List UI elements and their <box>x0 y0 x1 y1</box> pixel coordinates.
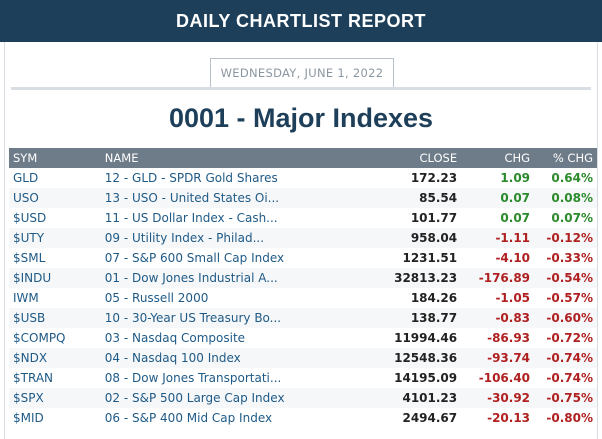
row-change: 0.07 <box>500 211 531 225</box>
row-close: 12548.36 <box>394 351 458 365</box>
row-symbol[interactable]: $SML <box>13 251 46 265</box>
table-body: GLD 12 - GLD - SPDR Gold Shares 172.23 1.09… <box>9 168 597 428</box>
col-header-sym[interactable]: SYM <box>9 148 101 168</box>
table-row[interactable]: $MID 06 - S&P 400 Mid Cap Index 2494.67 -20… <box>9 408 597 428</box>
row-symbol[interactable]: $UTY <box>13 231 45 245</box>
row-name[interactable]: 03 - Nasdaq Composite <box>104 331 246 345</box>
report-header: DAILY CHARTLIST REPORT <box>0 0 602 42</box>
row-symbol[interactable]: $MID <box>13 411 44 425</box>
row-symbol[interactable]: $USB <box>13 311 46 325</box>
row-name[interactable]: 11 - US Dollar Index - Cash... <box>104 211 278 225</box>
row-change: -4.10 <box>495 251 531 265</box>
row-pct-change: -0.33% <box>546 251 593 265</box>
row-name[interactable]: 04 - Nasdaq 100 Index <box>104 351 241 365</box>
row-change: -30.92 <box>487 391 531 405</box>
row-symbol[interactable]: $TRAN <box>13 371 54 385</box>
row-change: -86.93 <box>487 331 531 345</box>
table-row[interactable]: GLD 12 - GLD - SPDR Gold Shares 172.23 1.09… <box>9 168 597 188</box>
row-symbol[interactable]: GLD <box>13 171 39 185</box>
row-pct-change: -0.72% <box>546 331 593 345</box>
row-change: 1.09 <box>500 171 531 185</box>
row-close: 1231.51 <box>402 251 458 265</box>
header-title: DAILY CHARTLIST REPORT <box>175 10 427 31</box>
row-symbol[interactable]: $COMPQ <box>13 331 66 345</box>
row-change: -176.89 <box>478 271 531 285</box>
row-close: 184.26 <box>410 291 458 305</box>
row-pct-change: 0.07% <box>551 211 593 225</box>
row-change: 0.07 <box>500 191 531 205</box>
row-name[interactable]: 13 - USO - United States Oi... <box>104 191 280 205</box>
row-symbol[interactable]: $NDX <box>13 351 48 365</box>
row-pct-change: -0.74% <box>546 351 593 365</box>
row-symbol[interactable]: $INDU <box>13 271 52 285</box>
row-pct-change: -0.74% <box>546 371 593 385</box>
row-pct-change: -0.54% <box>546 271 593 285</box>
row-symbol[interactable]: $SPX <box>13 391 44 405</box>
row-name[interactable]: 09 - Utility Index - Philad... <box>104 231 265 245</box>
row-close: 138.77 <box>410 311 458 325</box>
col-header-close[interactable]: CLOSE <box>378 148 462 168</box>
row-name[interactable]: 10 - 30-Year US Treasury Bo... <box>104 311 282 325</box>
row-symbol[interactable]: IWM <box>13 291 39 305</box>
row-name[interactable]: 06 - S&P 400 Mid Cap Index <box>104 411 273 425</box>
row-close: 2494.67 <box>402 411 458 425</box>
date-divider <box>11 87 591 90</box>
row-close: 11994.46 <box>394 331 458 345</box>
table-row[interactable]: $UTY 09 - Utility Index - Philad... 958.04… <box>9 228 597 248</box>
index-table: SYM NAME CLOSE CHG % CHG GLD 12 - GLD - S… <box>9 148 597 428</box>
row-change: -1.05 <box>495 291 531 305</box>
table-row[interactable]: $SPX 02 - S&P 500 Large Cap Index 4101.23 -… <box>9 388 597 408</box>
row-name[interactable]: 01 - Dow Jones Industrial A... <box>104 271 278 285</box>
row-name[interactable]: 12 - GLD - SPDR Gold Shares <box>104 171 278 185</box>
col-header-name[interactable]: NAME <box>100 148 379 168</box>
report-date: WEDNESDAY, JUNE 1, 2022 <box>210 58 394 87</box>
row-name[interactable]: 02 - S&P 500 Large Cap Index <box>104 391 285 405</box>
row-change: -20.13 <box>487 411 531 425</box>
row-symbol[interactable]: USO <box>13 191 39 205</box>
table-row[interactable]: $INDU 01 - Dow Jones Industrial A... 32813… <box>9 268 597 288</box>
row-pct-change: 0.08% <box>551 191 593 205</box>
row-change: -93.74 <box>487 351 531 365</box>
row-pct-change: 0.64% <box>551 171 593 185</box>
row-name[interactable]: 08 - Dow Jones Transportati... <box>104 371 282 385</box>
row-close: 32813.23 <box>394 271 458 285</box>
date-section: WEDNESDAY, JUNE 1, 2022 <box>5 42 597 90</box>
col-header-chg[interactable]: CHG <box>461 148 535 168</box>
row-symbol[interactable]: $USD <box>13 211 47 225</box>
row-close: 4101.23 <box>402 391 458 405</box>
row-pct-change: -0.75% <box>546 391 593 405</box>
table-row[interactable]: $SML 07 - S&P 600 Small Cap Index 1231.51 -… <box>9 248 597 268</box>
table-header-row: SYM NAME CLOSE CHG % CHG <box>9 148 597 168</box>
chartlist-title: 0001 - Major Indexes <box>168 103 434 133</box>
row-change: -106.40 <box>478 371 531 385</box>
row-name[interactable]: 05 - Russell 2000 <box>104 291 209 305</box>
row-close: 958.04 <box>410 231 458 245</box>
table-row[interactable]: $USD 11 - US Dollar Index - Cash... 101.77… <box>9 208 597 228</box>
row-close: 101.77 <box>410 211 458 225</box>
row-change: -0.83 <box>495 311 531 325</box>
row-name[interactable]: 07 - S&P 600 Small Cap Index <box>104 251 285 265</box>
table-row[interactable]: $TRAN 08 - Dow Jones Transportati... 14195… <box>9 368 597 388</box>
table-row[interactable]: IWM 05 - Russell 2000 184.26 -1.05 -0.57% <box>9 288 597 308</box>
table-row[interactable]: USO 13 - USO - United States Oi... 85.54 0.… <box>9 188 597 208</box>
row-close: 172.23 <box>410 171 458 185</box>
col-header-pct-chg[interactable]: % CHG <box>534 148 597 168</box>
row-close: 14195.09 <box>394 371 458 385</box>
row-pct-change: -0.12% <box>546 231 593 245</box>
row-pct-change: -0.60% <box>546 311 593 325</box>
table-row[interactable]: $USB 10 - 30-Year US Treasury Bo... 138.77… <box>9 308 597 328</box>
row-pct-change: -0.80% <box>546 411 593 425</box>
report-card: WEDNESDAY, JUNE 1, 2022 0001 - Major Ind… <box>4 42 598 439</box>
row-change: -1.11 <box>495 231 531 245</box>
row-close: 85.54 <box>419 191 458 205</box>
table-row[interactable]: $NDX 04 - Nasdaq 100 Index 12548.36 -93.74 -… <box>9 348 597 368</box>
row-pct-change: -0.57% <box>546 291 593 305</box>
table-row[interactable]: $COMPQ 03 - Nasdaq Composite 11994.46 -86.9… <box>9 328 597 348</box>
